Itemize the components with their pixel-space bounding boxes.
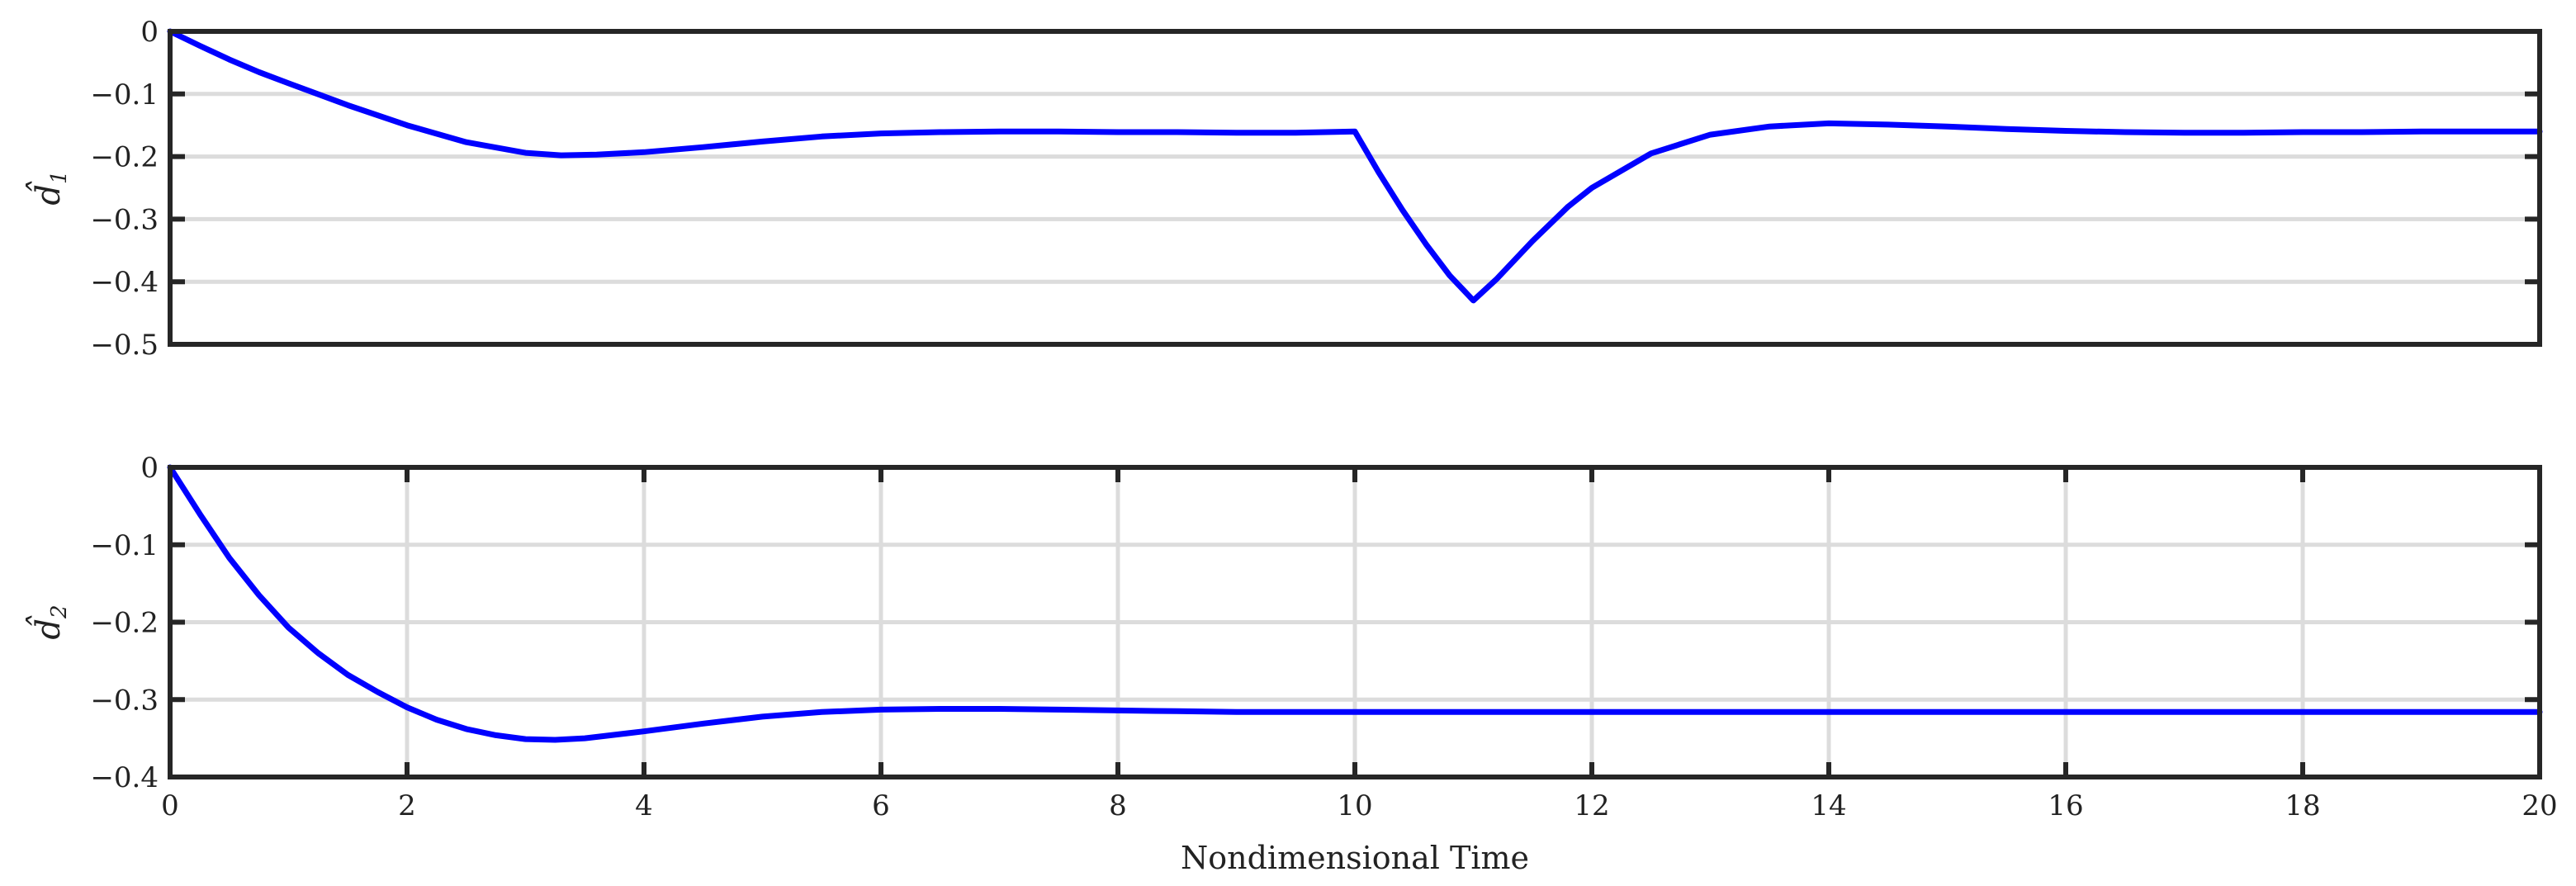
- ytick-label: −0.1: [90, 529, 159, 562]
- ytick-label: −0.2: [90, 141, 159, 174]
- subplot-d2-grid: [170, 467, 2540, 777]
- subplot-d2-ylabel: d̂2: [26, 604, 72, 639]
- subplot-d2: 0−0.1−0.2−0.3−0.40 2 4 6 8 10 12 14 16 18 20 d̂2 N…: [26, 452, 2557, 876]
- ytick-label: −0.4: [90, 761, 159, 794]
- subplot-d1-ylabel-symbol: d̂: [26, 180, 68, 205]
- subplot-d2-xlabel: Nondimensional Time: [1181, 840, 1529, 876]
- xtick-label: 12: [1574, 789, 1609, 822]
- ytick-label: −0.3: [90, 684, 159, 717]
- xtick-label: 6: [872, 789, 890, 822]
- xtick-label: 0: [161, 789, 179, 822]
- ytick-label: −0.4: [90, 266, 159, 299]
- ytick-label: −0.3: [90, 203, 159, 236]
- subplot-d1-ylabel: d̂1: [26, 170, 72, 205]
- ytick-label: −0.2: [90, 607, 159, 640]
- subplot-d1: 0 −0.1 −0.2 −0.3 −0.4 −0.5 d̂1: [26, 16, 2543, 362]
- subplot-d1-tick-labels: 0 −0.1 −0.2 −0.3 −0.4 −0.5: [90, 16, 159, 362]
- xtick-label: 14: [1811, 789, 1846, 822]
- subplot-d2-series-line: [167, 464, 2543, 743]
- xtick-label: 2: [398, 789, 416, 822]
- subplot-d2-tick-labels: 0−0.1−0.2−0.3−0.40 2 4 6 8 10 12 14 16 18 20: [90, 452, 2557, 822]
- xtick-label: 4: [635, 789, 653, 822]
- subplot-d1-frame: [168, 29, 2542, 347]
- ytick-label: −0.5: [90, 329, 159, 362]
- xtick-label: 10: [1337, 789, 1372, 822]
- xtick-label: 8: [1109, 789, 1127, 822]
- subplot-d2-frame: [168, 465, 2542, 779]
- subplot-d2-ylabel-subscript: 2: [47, 604, 72, 619]
- xtick-label: 18: [2285, 789, 2320, 822]
- ytick-label: 0: [140, 16, 159, 49]
- ytick-label: 0: [140, 452, 159, 485]
- subplot-d2-ylabel-symbol: d̂: [26, 614, 68, 639]
- subplot-d1-series-line: [167, 28, 2543, 304]
- xtick-label: 20: [2522, 789, 2557, 822]
- ytick-label: −0.1: [90, 78, 159, 111]
- subplot-d1-ylabel-subscript: 1: [47, 170, 72, 184]
- xtick-label: 16: [2048, 789, 2083, 822]
